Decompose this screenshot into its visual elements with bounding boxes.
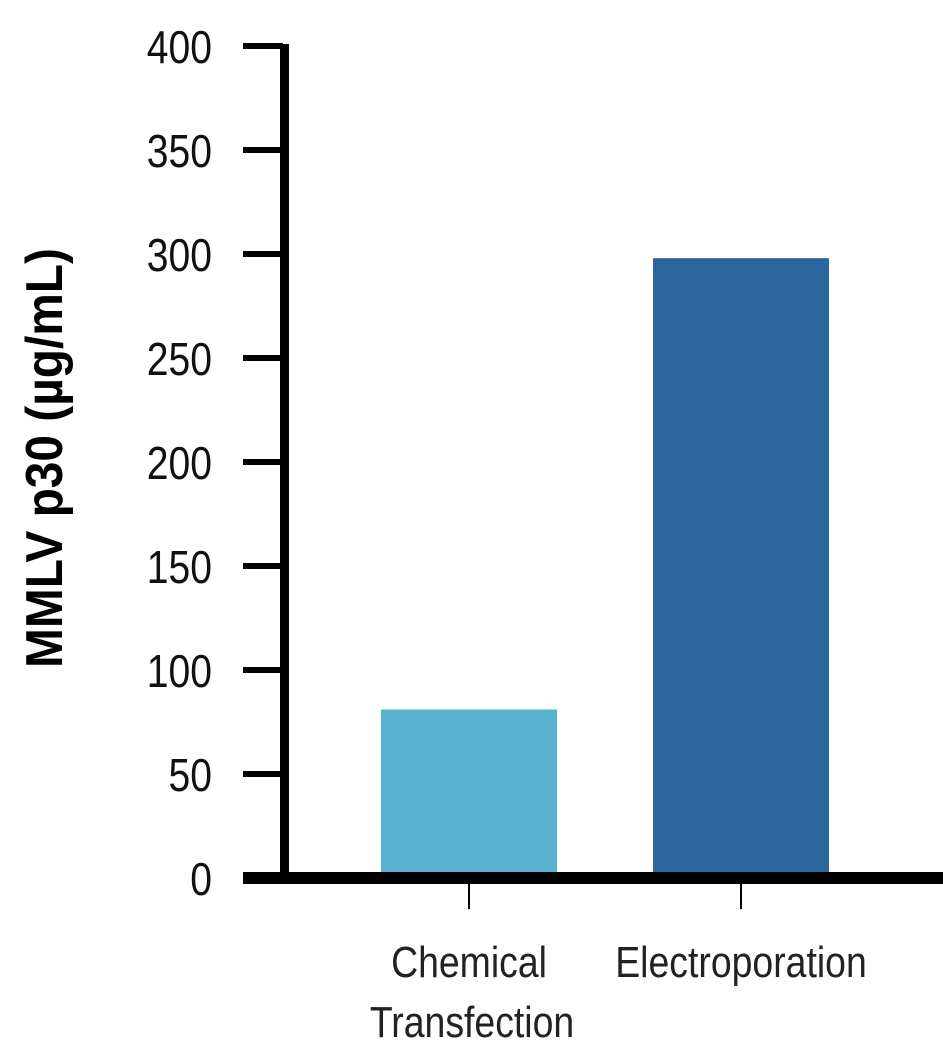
y-tick-mark [243,251,283,257]
y-tick-mark [243,563,283,569]
y-tick-mark [243,43,283,49]
bar [381,709,557,878]
y-axis-ticks: 0 50 100 150 200 250 300 350 400 [147,22,283,906]
bar [653,258,829,878]
x-tick-label: Chemical [391,937,547,987]
x-tick-mark [468,884,470,909]
y-tick-mark [243,147,283,153]
y-tick-label: 400 [147,22,212,74]
y-tick-label: 150 [147,542,212,594]
x-tick-label: Electroporation [615,937,867,987]
bars [381,258,829,878]
y-axis-label: MMLV p30 (µg/mL) [15,248,73,668]
y-axis-line [280,44,289,884]
x-tick-mark [740,884,742,909]
y-tick-label: 100 [147,646,212,698]
y-tick-label: 350 [147,126,212,178]
x-axis-ticks: Chemical Transfection Electroporation [370,884,867,1047]
y-tick-label: 50 [169,750,212,802]
y-tick-mark [243,459,283,465]
y-tick-mark [243,771,283,777]
y-tick-label: 0 [190,854,212,906]
y-tick-mark [243,355,283,361]
y-tick-label: 250 [147,334,212,386]
x-tick-label: Transfection [370,997,574,1047]
y-tick-label: 300 [147,230,212,282]
y-tick-mark [243,667,283,673]
y-tick-label: 200 [147,438,212,490]
x-axis-line [243,872,943,884]
